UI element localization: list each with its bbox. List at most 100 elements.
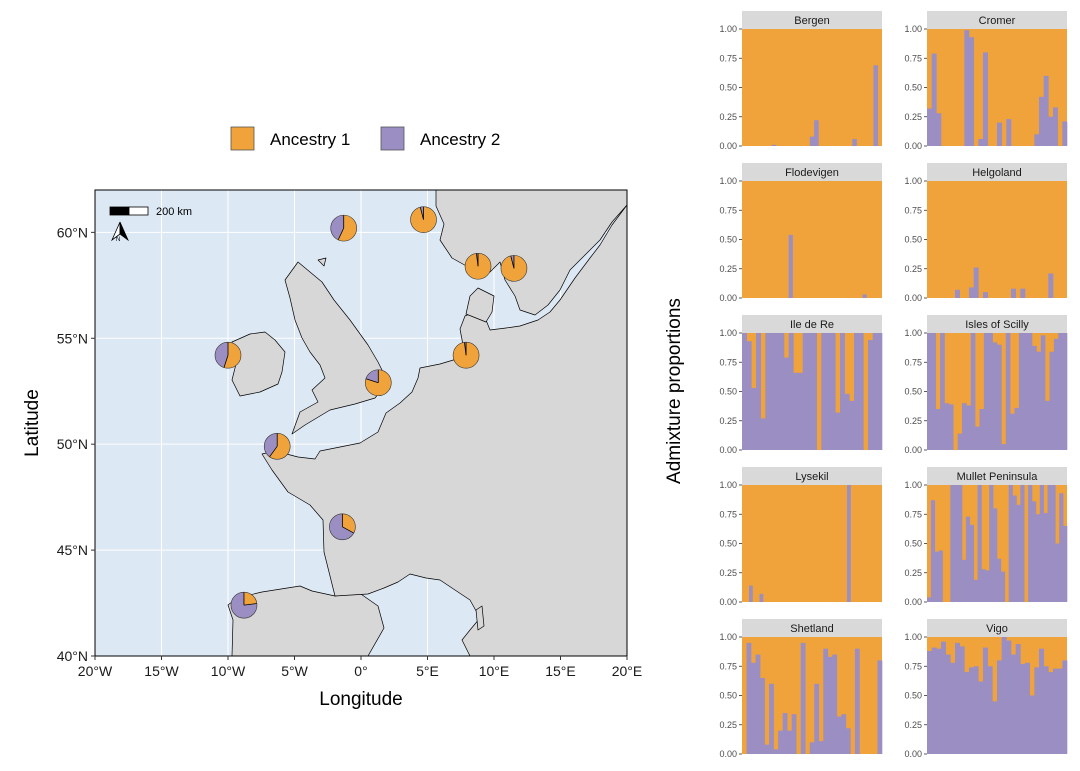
admixture-bar-ancestry-2	[936, 648, 942, 754]
admixture-bar-ancestry-2	[927, 651, 932, 754]
facet-y-tick-label: 0.25	[719, 264, 737, 274]
facet-ile-de-re: Ile de Re 0.00 0.25 0.50 0.75 1.00	[719, 315, 883, 455]
admixture-bar-ancestry-2	[835, 412, 841, 450]
admixture-bar-ancestry-2	[1053, 107, 1058, 146]
admixture-bar-ancestry-2	[1000, 571, 1006, 602]
admixture-bar-ancestry-2	[760, 418, 766, 450]
admixture-bar-ancestry-2	[755, 654, 761, 754]
facet-y-tick-label: 0.50	[904, 235, 922, 245]
pie-divider	[269, 446, 278, 458]
admixture-bar-ancestry-2	[1014, 407, 1020, 450]
pie-outline	[410, 206, 437, 233]
facet-y-tick-label: 0.75	[904, 205, 922, 215]
admixture-bar-ancestry-2	[931, 53, 937, 146]
admixture-bar-ancestry-2	[809, 136, 815, 146]
admixture-bar-ancestry-2	[793, 372, 799, 450]
admixture-bar-ancestry-2	[978, 138, 984, 146]
facet-title: Bergen	[794, 15, 829, 27]
admixture-bar-ancestry-2	[749, 585, 753, 602]
admixture-bar-ancestry-2	[931, 647, 937, 754]
map-y-tick-label: 60°N	[57, 224, 88, 240]
admixture-bar-ancestry-2	[1049, 351, 1055, 450]
facet-strip	[742, 163, 882, 181]
admixture-bar-ancestry-2	[760, 677, 765, 754]
facet-shetland: Shetland 0.00 0.25 0.50 0.75 1.00	[719, 619, 883, 759]
map-y-axis-title: Latitude	[22, 389, 43, 457]
admixture-bar-ancestry-2	[844, 393, 850, 450]
admixture-bar-ancestry-2	[988, 333, 993, 450]
map-x-tick-label: 5°W	[281, 663, 308, 679]
admixture-bar-ancestry-2	[1034, 667, 1040, 754]
admixture-bar-ancestry-2	[791, 714, 797, 754]
admixture-bar-ancestry-2	[787, 730, 792, 754]
facet-y-tick-label: 1.00	[719, 176, 737, 186]
admixture-bar-ancestry-2	[779, 333, 785, 450]
facet-y-tick-label: 0.50	[719, 539, 737, 549]
admixture-bar-ancestry-2	[1055, 543, 1060, 602]
admixture-bar-ancestry-2	[970, 333, 976, 450]
admixture-bar-ancestry-2	[1016, 504, 1021, 602]
admixture-bar-ancestry-2	[969, 524, 974, 602]
admixture-bar-ancestry-2	[1036, 351, 1042, 450]
facet-y-tick-label: 0.00	[904, 293, 922, 303]
admixture-bar-ancestry-2	[992, 701, 998, 754]
admixture-bar-ancestry-2	[1020, 485, 1025, 602]
facet-y-tick-label: 0.75	[904, 53, 922, 63]
facet-title: Shetland	[790, 623, 833, 635]
facet-y-tick-label: 1.00	[719, 328, 737, 338]
pie-slice-ancestry-2	[329, 513, 354, 540]
admixture-bar-ancestry-2	[1015, 644, 1021, 754]
pie-outline	[263, 432, 291, 460]
pie-slice-ancestry-2	[215, 342, 228, 368]
admixture-bar-ancestry-2	[955, 642, 960, 754]
admixture-bar-ancestry-2	[807, 333, 813, 450]
admixture-bar-ancestry-2	[1006, 119, 1012, 146]
north-arrow-label: N	[116, 237, 120, 243]
admixture-bar-ancestry-2	[849, 400, 855, 450]
admixture-bar-ancestry-2	[774, 333, 780, 450]
facet-strip	[927, 163, 1067, 181]
admixture-bar-ancestry-2	[765, 333, 771, 450]
pie-divider	[510, 255, 515, 269]
admixture-bar-ancestry-2	[941, 641, 946, 754]
map-x-tick-label: 20°E	[612, 663, 643, 679]
admixture-bar-ancestry-2	[1039, 648, 1044, 754]
admixture-bar-ancestry-2	[764, 744, 770, 754]
facet-y-tick-label: 0.75	[719, 661, 737, 671]
facet-y-tick-label: 0.00	[904, 141, 922, 151]
admixture-bar-ancestry-2	[997, 660, 1002, 754]
admixture-bar-ancestry-2	[973, 579, 978, 602]
facet-title: Flodevigen	[785, 167, 839, 179]
admixture-bar-ancestry-2	[1023, 333, 1028, 450]
facet-strip	[742, 315, 882, 333]
admixture-bar-ancestry-2	[1008, 485, 1013, 602]
admixture-bar-ancestry-2	[975, 426, 980, 450]
admixture-facets: Admixture proportions Bergen 0.00 0.25 0.50…	[664, 11, 1068, 759]
facet-title: Ile de Re	[790, 319, 834, 331]
pie-bergen	[410, 206, 437, 233]
admixture-bar-ancestry-2	[847, 485, 851, 602]
pie-mullet-peninsula	[214, 341, 242, 369]
admixture-bar-ancestry-2	[1018, 333, 1024, 450]
admixture-bar-ancestry-2	[798, 372, 803, 450]
facet-y-tick-label: 0.50	[719, 235, 737, 245]
facet-y-tick-label: 0.00	[719, 749, 737, 759]
map-x-tick-label: 15°W	[144, 663, 179, 679]
facet-background-ancestry-1	[927, 181, 1067, 298]
admixture-bar-ancestry-2	[1001, 637, 1007, 754]
admixture-bar-ancestry-2	[877, 660, 883, 754]
admixture-bar-ancestry-2	[1027, 333, 1033, 450]
facet-cromer: Cromer 0.00 0.25 0.50 0.75 1.00	[904, 11, 1068, 151]
map-tick-marks	[91, 231, 628, 660]
facet-y-tick-label: 0.75	[904, 509, 922, 519]
admixture-bar-ancestry-2	[1045, 400, 1050, 450]
scale-bar-black	[109, 206, 130, 216]
pie-outline	[452, 341, 480, 369]
admixture-bar-ancestry-2	[954, 485, 959, 602]
admixture-bar-ancestry-2	[930, 500, 936, 602]
facet-strip	[927, 619, 1067, 637]
pie-cromer	[364, 369, 392, 397]
admixture-bar-ancestry-2	[950, 662, 956, 754]
land-corsica	[475, 605, 485, 631]
